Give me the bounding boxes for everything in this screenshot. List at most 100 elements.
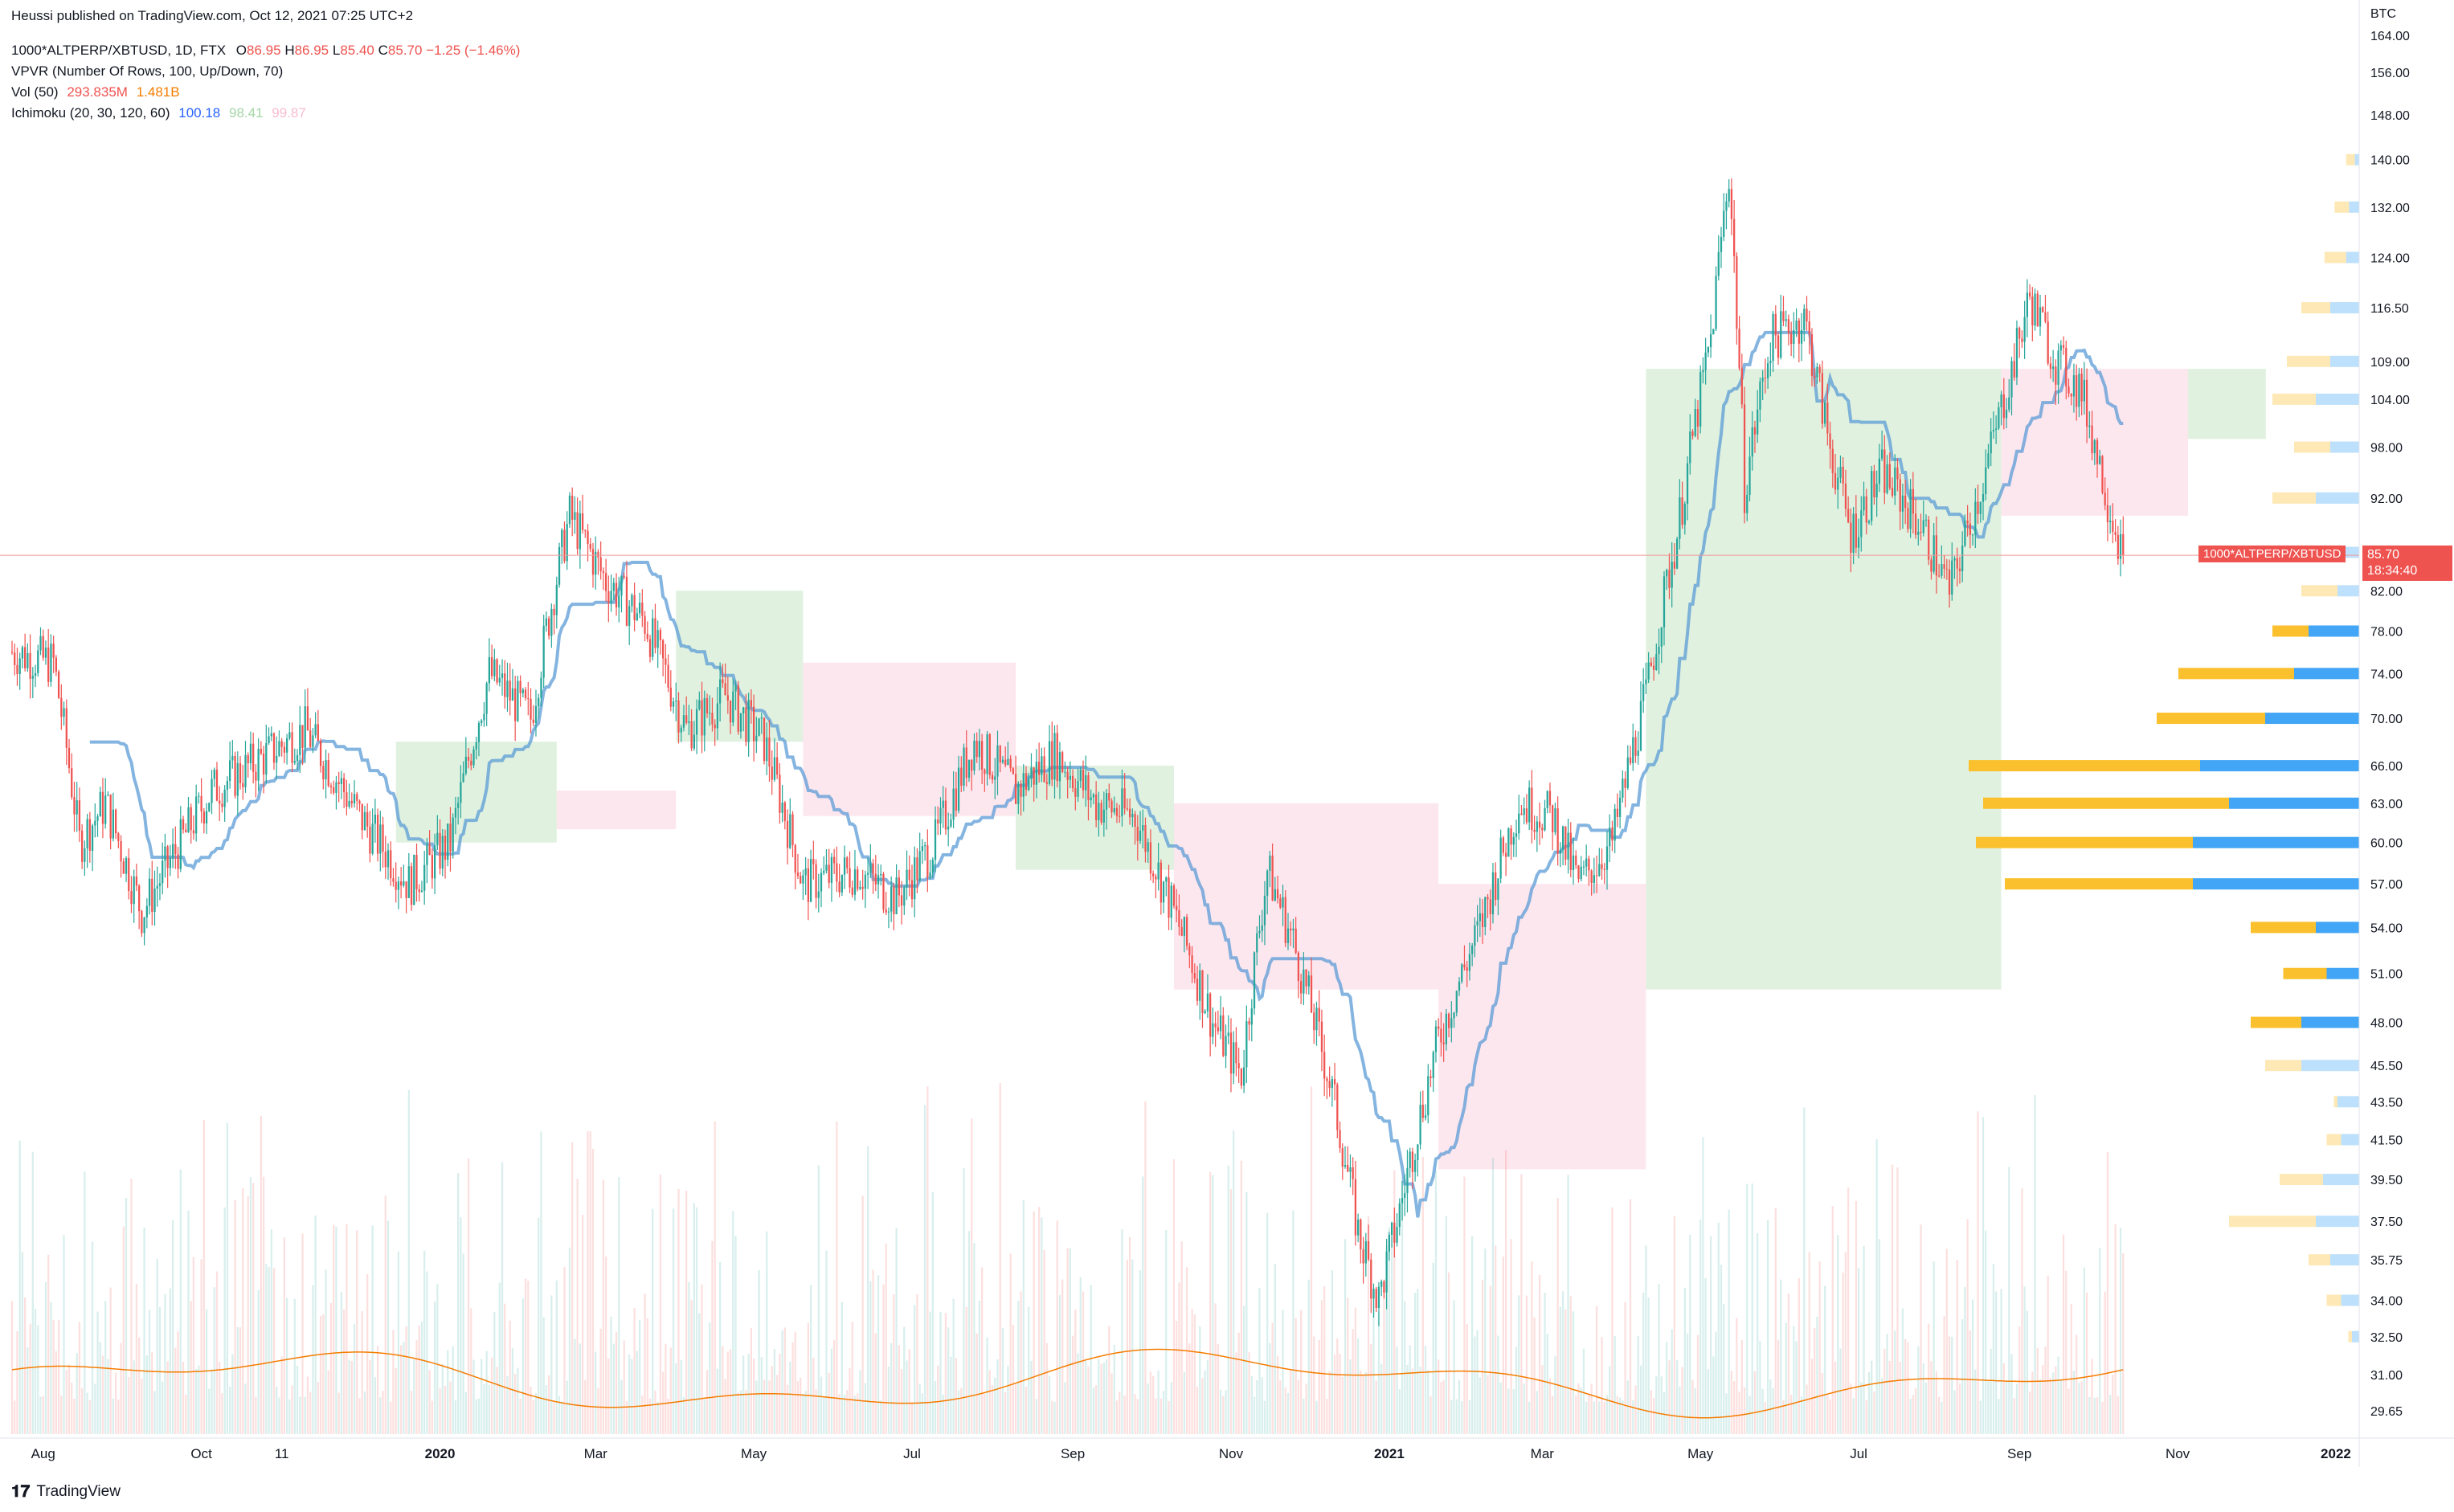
candle-body xyxy=(2008,397,2010,410)
volume-bar xyxy=(887,1367,890,1434)
candle-body xyxy=(242,783,244,787)
volume-profile-up-row xyxy=(2294,668,2359,680)
candle-body xyxy=(843,857,846,875)
volume-bar xyxy=(1463,1176,1466,1434)
volume-bar xyxy=(910,1401,914,1434)
candle-body xyxy=(1064,771,1066,773)
candle-body xyxy=(1131,813,1134,818)
ichimoku-legend-row[interactable]: Ichimoku (20, 30, 120, 60) 100.18 98.41 … xyxy=(11,103,520,124)
volume-bar xyxy=(939,1312,942,1434)
volume-bar xyxy=(1992,1264,1995,1434)
volume-bar xyxy=(107,1359,109,1434)
candle-body xyxy=(1315,1007,1318,1031)
candle-body xyxy=(1479,913,1481,922)
candle-body xyxy=(794,844,796,873)
candle-body xyxy=(779,774,781,813)
candle-body xyxy=(296,754,299,762)
volume-bar xyxy=(1595,1306,1598,1434)
volume-bar xyxy=(1821,1372,1824,1434)
candle-body xyxy=(1455,991,1458,1013)
volume-profile-down-row xyxy=(2280,1174,2323,1186)
time-axis[interactable]: Aug Oct 11 2020 Mar May Jul Sep Nov 2021 Mar May Jul… xyxy=(31,1446,2351,1461)
candle-body xyxy=(24,647,27,668)
volume-bar xyxy=(952,1298,955,1434)
candle-body xyxy=(2093,440,2096,454)
candle-body xyxy=(1401,1198,1404,1203)
volume-bar xyxy=(843,1394,846,1434)
candle-body xyxy=(934,819,937,860)
candle-body xyxy=(2036,293,2039,327)
candle-body xyxy=(615,582,618,608)
candle-body xyxy=(1077,781,1079,797)
candle-body xyxy=(2067,386,2070,394)
price-axis[interactable]: BTC164.00156.00148.00140.00132.00124.001… xyxy=(2370,7,2410,1419)
candle-body xyxy=(652,618,654,657)
candle-body xyxy=(1837,477,1839,490)
volume-bar xyxy=(1601,1337,1603,1434)
volume-profile-up-row xyxy=(2200,760,2359,772)
candle-body xyxy=(1092,794,1095,798)
volume-bar xyxy=(21,1252,24,1434)
volume-bar xyxy=(1582,1348,1585,1434)
volume-bar xyxy=(2008,1167,2010,1434)
volume-bar xyxy=(1842,1272,1844,1434)
volume-bar xyxy=(1421,1157,1424,1434)
candle-body xyxy=(1647,662,1650,680)
volume-bar xyxy=(1372,1297,1375,1434)
volume-bar xyxy=(988,1370,991,1434)
candle-body xyxy=(1487,897,1489,900)
candle-body xyxy=(88,819,91,851)
volume-bar xyxy=(1206,1360,1209,1434)
volume-bar xyxy=(1398,1389,1401,1434)
candle-body xyxy=(1951,560,1953,595)
candle-body xyxy=(379,824,382,854)
price-tick-label: 54.00 xyxy=(2370,922,2403,935)
volume-bar xyxy=(1299,1310,1303,1434)
candle-body xyxy=(1095,794,1098,820)
ichimoku-value-2: 98.41 xyxy=(228,105,264,121)
volume-profile-up-row xyxy=(2265,713,2359,725)
volume-bar xyxy=(162,1381,164,1434)
candle-body xyxy=(1945,568,1948,570)
volume-bar xyxy=(1515,1346,1518,1434)
candle-body xyxy=(1022,773,1025,797)
candle-body xyxy=(1510,828,1512,845)
vpvr-legend-row[interactable]: VPVR (Number Of Rows, 100, Up/Down, 70) xyxy=(11,61,520,82)
candle-body xyxy=(1683,504,1686,525)
volume-bar xyxy=(739,1390,742,1434)
candle-body xyxy=(975,741,978,758)
candle-body xyxy=(1025,773,1028,791)
volume-bar xyxy=(1990,1348,1992,1434)
volume-bar xyxy=(1315,1400,1318,1434)
price-tick-label: 51.00 xyxy=(2370,968,2403,982)
candle-body xyxy=(337,782,340,784)
candle-body xyxy=(877,875,880,885)
candle-body xyxy=(314,724,317,736)
symbol-legend-row[interactable]: 1000*ALTPERP/XBTUSD, 1D, FTX O86.95 H86.… xyxy=(11,40,520,61)
volume-bar xyxy=(903,1326,906,1434)
volume-profile-up-row xyxy=(2323,1174,2359,1186)
candle-body xyxy=(1447,1013,1450,1028)
candle-body xyxy=(485,683,488,714)
tradingview-logo[interactable]: 𝟏𝟕 TradingView xyxy=(11,1482,121,1502)
volume-legend-row[interactable]: Vol (50) 293.835M 1.481B xyxy=(11,82,520,103)
volume-bar xyxy=(1014,1384,1017,1434)
volume-bar xyxy=(885,1243,887,1434)
candle-body xyxy=(1168,877,1170,918)
candle-body xyxy=(1616,808,1619,817)
price-tick-label: 32.50 xyxy=(2370,1331,2403,1345)
volume-bar xyxy=(857,1393,859,1434)
candle-body xyxy=(501,673,504,678)
candle-body xyxy=(1712,329,1715,335)
candle-body xyxy=(1209,993,1212,1037)
low-label: L xyxy=(332,43,341,58)
candle-body xyxy=(244,754,247,787)
time-tick-label: 2022 xyxy=(2321,1446,2351,1461)
volume-bar xyxy=(595,1351,597,1434)
candle-body xyxy=(742,707,745,713)
candle-body xyxy=(1787,319,1790,333)
volume-bar xyxy=(1894,1330,1896,1434)
volume-bar xyxy=(1001,1328,1004,1434)
candle-body xyxy=(1777,335,1780,358)
